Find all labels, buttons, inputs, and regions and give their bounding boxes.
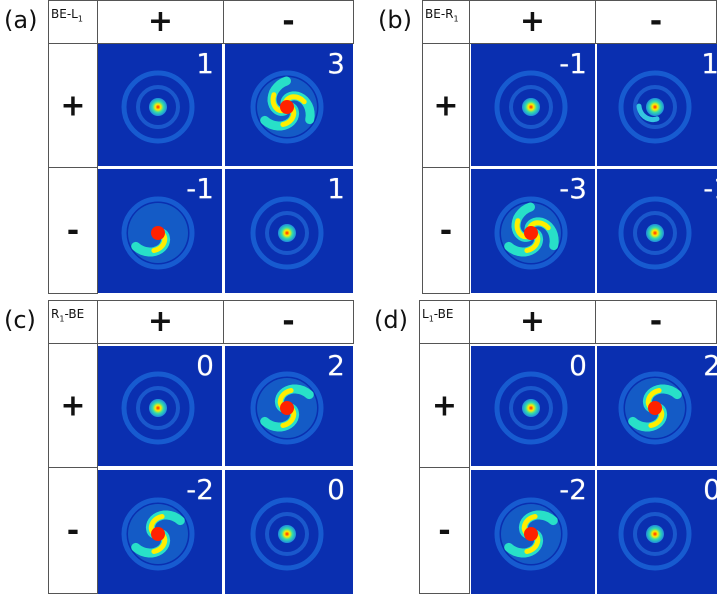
beam-pattern <box>597 169 717 293</box>
panel-label: (a) <box>4 6 38 34</box>
beam-cell: 2 <box>225 346 353 466</box>
charge-value: 2 <box>703 349 717 382</box>
col-header-plus: + <box>470 300 596 344</box>
beam-cell: -2 <box>98 470 222 594</box>
row-header-plus: + <box>48 344 98 468</box>
beam-pattern <box>597 346 717 466</box>
charge-value: -1 <box>703 172 717 205</box>
beam-cell: 0 <box>225 470 353 594</box>
charge-value: 1 <box>327 172 345 205</box>
beam-pattern <box>225 44 353 166</box>
beam-cell: -1 <box>471 44 595 166</box>
beam-pattern <box>471 169 595 293</box>
row-header-minus: - <box>48 468 98 594</box>
charge-value: 1 <box>196 47 214 80</box>
charge-value: 0 <box>569 349 587 382</box>
panel-label: (d) <box>374 306 408 334</box>
beam-cell: 0 <box>471 346 595 466</box>
beam-cell: -3 <box>471 169 595 293</box>
charge-value: -2 <box>186 473 214 506</box>
corner-label: L1-BE <box>419 300 470 344</box>
beam-cell: 0 <box>597 470 717 594</box>
beam-pattern <box>98 346 222 466</box>
beam-pattern <box>471 470 595 594</box>
charge-value: -3 <box>559 172 587 205</box>
col-header-minus: - <box>224 300 354 344</box>
charge-value: 0 <box>703 473 717 506</box>
charge-value: 0 <box>327 473 345 506</box>
beam-cell: -1 <box>98 169 222 293</box>
beam-pattern <box>225 470 353 594</box>
corner-label: R1-BE <box>48 300 98 344</box>
charge-value: 3 <box>327 47 345 80</box>
beam-pattern <box>98 44 222 166</box>
beam-cell: 1 <box>225 169 353 293</box>
col-header-minus: - <box>224 0 354 44</box>
beam-pattern <box>471 346 595 466</box>
charge-value: -1 <box>186 172 214 205</box>
beam-cell: 3 <box>225 44 353 166</box>
row-header-plus: + <box>48 44 98 168</box>
beam-pattern <box>225 169 353 293</box>
row-header-minus: - <box>422 168 470 294</box>
beam-cell: 2 <box>597 346 717 466</box>
row-header-plus: + <box>422 44 470 168</box>
beam-pattern <box>98 169 222 293</box>
corner-label: BE-R1 <box>422 0 470 44</box>
beam-pattern <box>471 44 595 166</box>
beam-cell: 1 <box>98 44 222 166</box>
charge-value: -2 <box>559 473 587 506</box>
charge-value: -1 <box>559 47 587 80</box>
beam-cell: 0 <box>98 346 222 466</box>
beam-pattern <box>98 470 222 594</box>
col-header-minus: - <box>596 0 717 44</box>
beam-cell: -2 <box>471 470 595 594</box>
charge-value: 0 <box>196 349 214 382</box>
row-header-minus: - <box>419 468 470 594</box>
beam-pattern <box>597 44 717 166</box>
panel-label: (c) <box>4 306 36 334</box>
corner-label: BE-L1 <box>48 0 98 44</box>
row-header-minus: - <box>48 168 98 294</box>
panel-label: (b) <box>378 6 412 34</box>
beam-pattern <box>597 470 717 594</box>
charge-value: 1 <box>701 47 717 80</box>
beam-cell: 1 <box>597 44 717 166</box>
col-header-plus: + <box>98 300 224 344</box>
row-header-plus: + <box>419 344 470 468</box>
beam-pattern <box>225 346 353 466</box>
beam-cell: -1 <box>597 169 717 293</box>
col-header-plus: + <box>98 0 224 44</box>
col-header-plus: + <box>470 0 596 44</box>
charge-value: 2 <box>327 349 345 382</box>
col-header-minus: - <box>596 300 717 344</box>
